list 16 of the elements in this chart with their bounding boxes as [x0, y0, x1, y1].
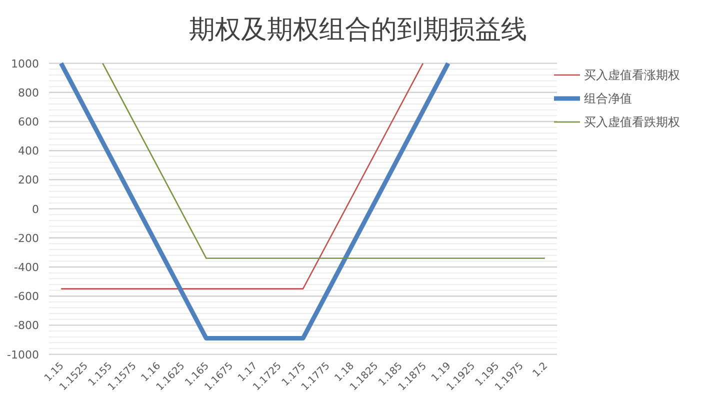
y-tick-label: -600 [14, 290, 39, 304]
y-tick-label: 800 [18, 86, 39, 100]
legend-label: 买入虚值看涨期权 [584, 68, 680, 82]
y-tick-label: -400 [14, 261, 39, 274]
chart-title: 期权及期权组合的到期损益线 [189, 15, 527, 45]
y-tick-label: -1000 [7, 348, 39, 362]
legend-label: 买入虚值看跌期权 [584, 115, 680, 129]
y-tick-label: -800 [14, 319, 39, 332]
y-tick-label: 600 [18, 116, 39, 128]
y-tick-label: -200 [14, 232, 39, 245]
y-tick-label: 200 [18, 174, 39, 187]
x-tick-label: 1.2 [531, 360, 550, 380]
y-tick-label: 0 [32, 202, 39, 216]
legend-label: 组合净值 [584, 92, 632, 106]
y-tick-label: 400 [18, 144, 39, 158]
y-tick-label: 1000 [11, 57, 39, 70]
